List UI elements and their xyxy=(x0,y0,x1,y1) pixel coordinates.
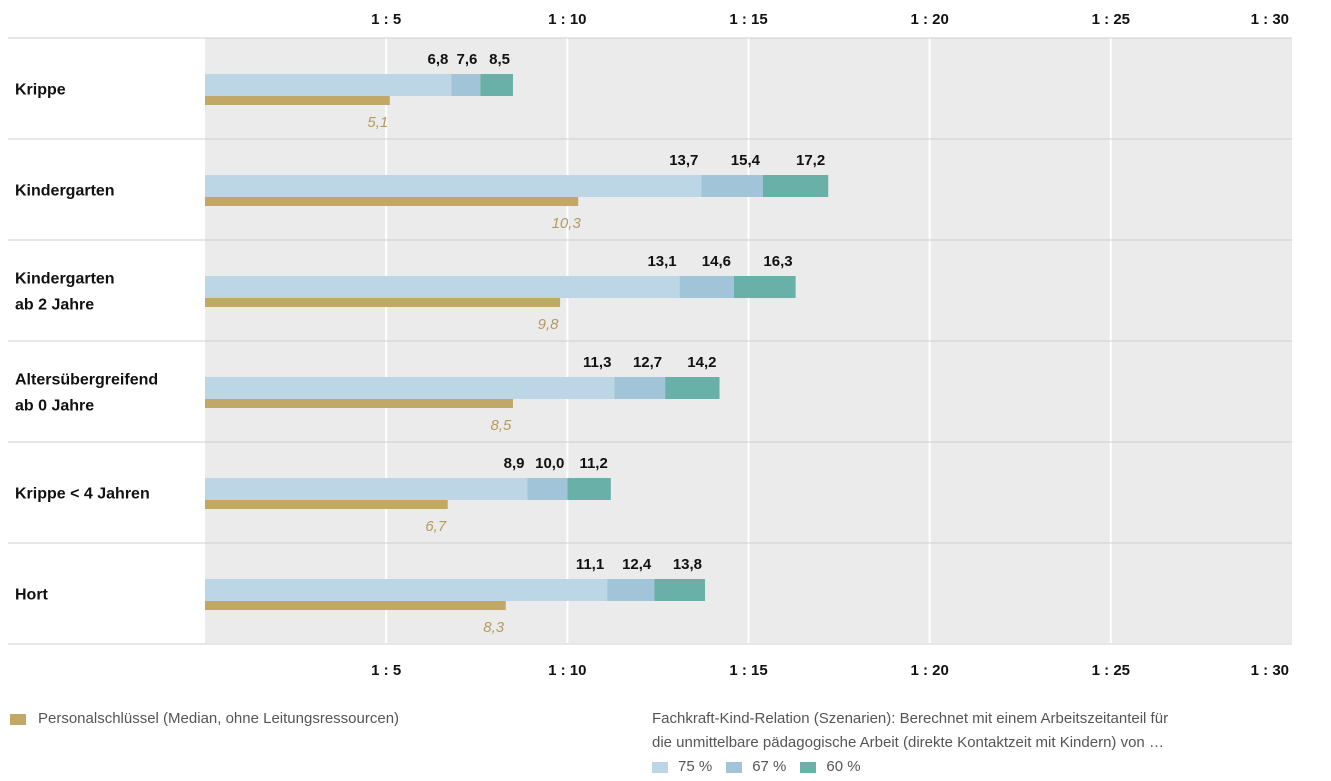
cat-0-scenario-bar-0 xyxy=(205,74,452,96)
cat-1-label-line-0: Kindergarten xyxy=(15,183,115,200)
relation-bar-chart: 1 : 5 1 : 5 1 : 10 1 : 10 1 : 15 1 : 15 1 : 20… xyxy=(8,11,1292,679)
cat-4-median-bar xyxy=(205,500,448,509)
cat-4-scenario-value-0: 8,9 xyxy=(504,455,525,472)
x-tick-label-top-0: 1 : 5 xyxy=(371,11,401,28)
cat-3-label-line-0: Altersübergreifend xyxy=(15,372,158,389)
cat-0-scenario-bar-1 xyxy=(451,74,481,96)
cat-2-median-value: 9,8 xyxy=(538,316,560,333)
cat-0-scenario-bar-2 xyxy=(480,74,513,96)
cat-2-scenario-bar-2 xyxy=(734,276,796,298)
cat-0-median-value: 5,1 xyxy=(367,114,388,131)
scenario-swatch-67 xyxy=(726,761,743,773)
cat-1-scenario-value-2: 17,2 xyxy=(796,152,825,169)
x-tick-label-bottom-0: 1 : 5 xyxy=(371,662,401,679)
cat-4-scenario-value-1: 10,0 xyxy=(535,455,564,472)
cat-5-label-line-0: Hort xyxy=(15,587,49,604)
cat-5-scenario-value-2: 13,8 xyxy=(673,556,702,573)
cat-2-scenario-bar-0 xyxy=(205,276,680,298)
cat-3-median-value: 8,5 xyxy=(491,417,513,434)
cat-5-scenario-bar-0 xyxy=(205,579,608,601)
scenario-legend-items: 75 % 67 % 60 % xyxy=(652,755,1312,779)
cat-4-scenario-value-2: 11,2 xyxy=(579,455,607,472)
scenario-label-67: 67 % xyxy=(752,758,787,775)
cat-0-scenario-value-0: 6,8 xyxy=(428,51,449,68)
scenario-legend: Fachkraft-Kind-Relation (Szenarien): Ber… xyxy=(652,707,1312,779)
cat-5-median-value: 8,3 xyxy=(483,619,505,636)
scenario-legend-item-67: 67 % xyxy=(726,755,786,779)
cat-3-scenario-bar-1 xyxy=(614,377,666,399)
cat-0-scenario-value-1: 7,6 xyxy=(457,51,478,68)
x-tick-label-top-2: 1 : 15 xyxy=(729,11,767,28)
x-tick-label-top-5: 1 : 30 xyxy=(1251,11,1289,28)
cat-0-label-line-0: Krippe xyxy=(15,82,66,99)
cat-1-median-value: 10,3 xyxy=(552,215,582,232)
cat-1-scenario-value-0: 13,7 xyxy=(669,152,698,169)
x-tick-label-top-1: 1 : 10 xyxy=(548,11,586,28)
scenario-legend-item-75: 75 % xyxy=(652,755,712,779)
cat-3-scenario-value-2: 14,2 xyxy=(687,354,716,371)
cat-0-scenario-value-2: 8,5 xyxy=(489,51,510,68)
cat-3-scenario-value-1: 12,7 xyxy=(633,354,662,371)
cat-5-scenario-value-1: 12,4 xyxy=(622,556,652,573)
cat-3-median-bar xyxy=(205,399,513,408)
x-tick-label-bottom-1: 1 : 10 xyxy=(548,662,586,679)
cat-1-scenario-bar-1 xyxy=(701,175,763,197)
median-legend-swatch xyxy=(10,713,26,725)
scenario-label-60: 60 % xyxy=(826,758,861,775)
cat-1-scenario-bar-2 xyxy=(762,175,829,197)
x-tick-label-bottom-4: 1 : 25 xyxy=(1092,662,1130,679)
cat-1-scenario-value-1: 15,4 xyxy=(731,152,761,169)
cat-2-label-line-0: Kindergarten xyxy=(15,271,115,288)
cat-4-scenario-bar-1 xyxy=(527,478,568,500)
x-tick-label-top-3: 1 : 20 xyxy=(910,11,948,28)
median-legend-label: Personalschlüssel (Median, ohne Leitungs… xyxy=(38,710,400,727)
cat-2-median-bar xyxy=(205,298,561,307)
cat-2-scenario-value-1: 14,6 xyxy=(702,253,731,270)
cat-5-median-bar xyxy=(205,601,506,610)
cat-3-scenario-bar-2 xyxy=(665,377,720,399)
cat-2-scenario-bar-1 xyxy=(679,276,735,298)
cat-0-median-bar xyxy=(205,96,390,105)
x-tick-label-top-4: 1 : 25 xyxy=(1092,11,1130,28)
cat-4-scenario-bar-2 xyxy=(567,478,611,500)
scenario-swatch-60 xyxy=(800,761,817,773)
x-tick-label-bottom-5: 1 : 30 xyxy=(1251,662,1289,679)
cat-2-scenario-value-2: 16,3 xyxy=(763,253,792,270)
cat-2-scenario-value-0: 13,1 xyxy=(647,253,676,270)
cat-5-scenario-bar-2 xyxy=(654,579,706,601)
x-tick-label-bottom-3: 1 : 20 xyxy=(910,662,948,679)
scenario-legend-title-line1: Fachkraft-Kind-Relation (Szenarien): Ber… xyxy=(652,710,1169,727)
cat-3-scenario-value-0: 11,3 xyxy=(583,354,611,371)
cat-1-median-bar xyxy=(205,197,579,206)
cat-3-scenario-bar-0 xyxy=(205,377,615,399)
scenario-legend-item-60: 60 % xyxy=(800,755,861,779)
x-tick-label-bottom-2: 1 : 15 xyxy=(729,662,767,679)
scenario-legend-title-line2: die unmittelbare pädagogische Arbeit (di… xyxy=(652,734,1164,751)
cat-4-label-line-0: Krippe < 4 Jahren xyxy=(15,486,150,503)
cat-1-scenario-bar-0 xyxy=(205,175,702,197)
cat-4-scenario-bar-0 xyxy=(205,478,528,500)
cat-4-median-value: 6,7 xyxy=(425,518,447,535)
cat-3-label-line-1: ab 0 Jahre xyxy=(15,398,94,415)
median-legend: Personalschlüssel (Median, ohne Leitungs… xyxy=(10,707,399,731)
cat-5-scenario-bar-1 xyxy=(607,579,655,601)
scenario-label-75: 75 % xyxy=(678,758,713,775)
cat-2-label-line-1: ab 2 Jahre xyxy=(15,297,94,314)
scenario-swatch-75 xyxy=(652,761,668,773)
cat-5-scenario-value-0: 11,1 xyxy=(576,556,604,573)
